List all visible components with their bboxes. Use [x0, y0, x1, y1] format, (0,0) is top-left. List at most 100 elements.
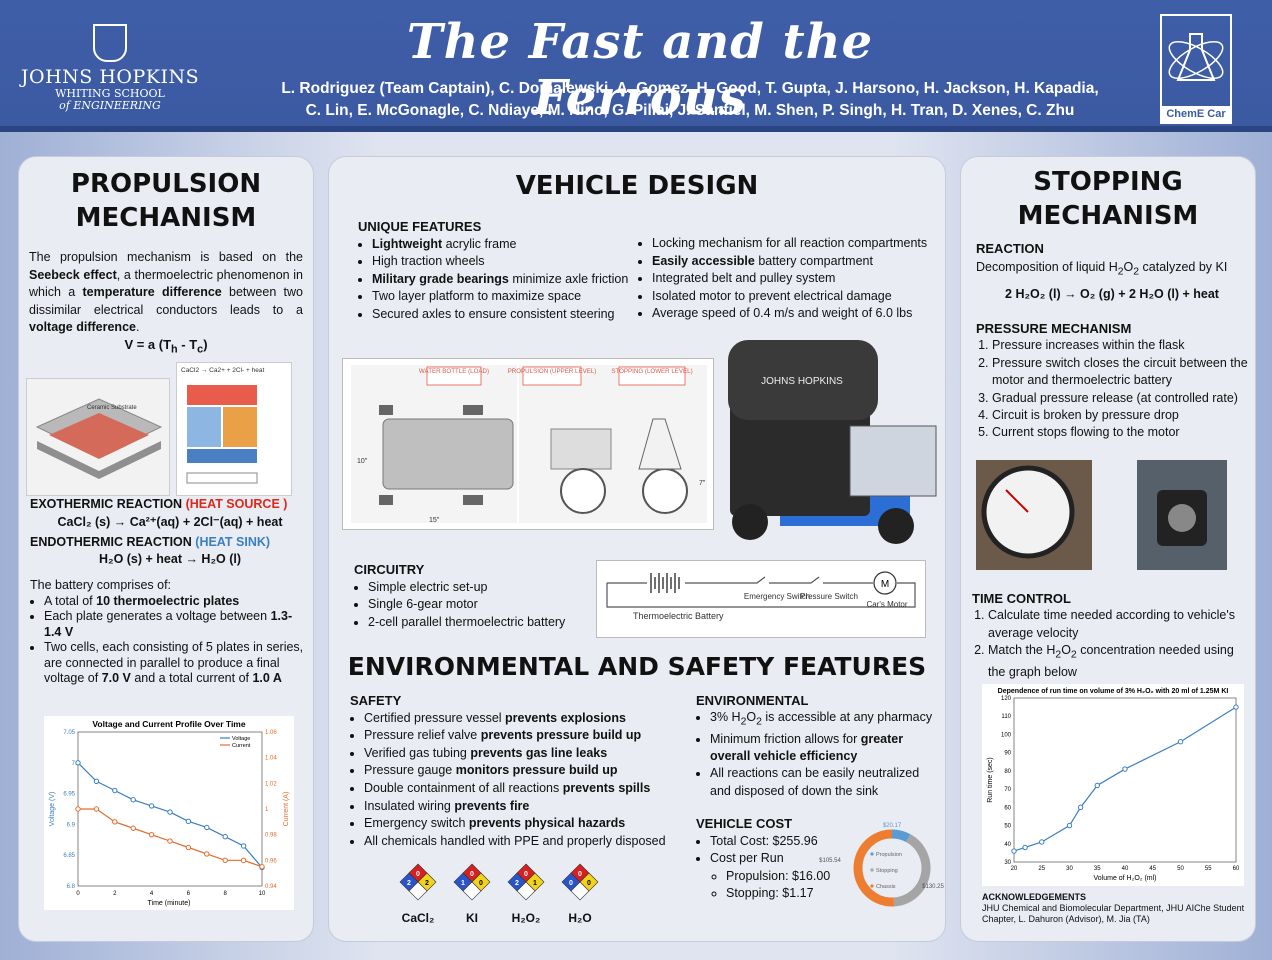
circuit-item: 2-cell parallel thermoelectric battery [368, 614, 594, 632]
y-tick-label: 50 [1004, 824, 1011, 830]
safety-list: Certified pressure vessel prevents explo… [350, 710, 690, 851]
battery-bold: 7.0 V [101, 671, 131, 685]
ack-title: ACKNOWLEDGEMENTS [982, 892, 1086, 902]
exo-tag: (HEAT SOURCE ) [185, 497, 288, 511]
y-tick-label: 120 [1001, 696, 1012, 702]
safety-bold: prevents spills [562, 780, 651, 795]
intro-bold: Seebeck effect [29, 267, 117, 282]
runtime-chart-svg: Dependence of run time on volume of 3% H… [987, 688, 1240, 882]
y-tick-label: 7.05 [63, 730, 75, 736]
feature-text: minimize axle friction [508, 271, 629, 286]
feature-bold: Easily accessible [652, 253, 755, 268]
data-point [112, 787, 118, 794]
chart-title: Voltage and Current Profile Over Time [92, 719, 245, 729]
data-point [1233, 704, 1239, 710]
battery-bold: 1.0 A [252, 671, 282, 685]
feature-item: Secured axles to ensure consistent steer… [372, 306, 638, 324]
circuitry-title: CIRCUITRY [354, 562, 425, 577]
label-motor: Car's Motor [866, 600, 907, 609]
jhu-logo: JOHNS HOPKINS WHITING SCHOOL of ENGINEER… [20, 24, 200, 114]
time-list: Calculate time needed according to vehic… [974, 607, 1250, 681]
safety-item: Pressure relief valve prevents pressure … [364, 727, 690, 745]
feature-item: Two layer platform to maximize space [372, 288, 638, 306]
endo-tag: (HEAT SINK) [195, 535, 271, 549]
y-axis-label: Run time (sec) [987, 757, 994, 803]
nfpa-diamond-1: 0 1 0 KI [452, 862, 492, 925]
hazard-quadrant [570, 881, 590, 901]
data-point [1122, 766, 1128, 772]
battery-list: A total of 10 thermoelectric plates Each… [30, 594, 306, 687]
legend-swatch [870, 884, 874, 888]
env-text: is accessible at any pharmacy [761, 710, 933, 725]
hazard-rating: 0 [578, 871, 582, 878]
seebeck-formula: V = a (Th - Tc) [19, 337, 313, 356]
pressure-gauge-photo [976, 460, 1092, 570]
y-tick-label: 6.8 [67, 884, 76, 890]
exo-title-text: EXOTHERMIC REACTION [30, 497, 186, 511]
feature-bold: Military grade bearings [372, 271, 509, 286]
chemecar-label: ChemE Car [1162, 106, 1230, 122]
safety-bold: prevents gas line leaks [470, 745, 608, 760]
data-point [75, 806, 81, 812]
feature-item: Military grade bearings minimize axle fr… [372, 271, 638, 289]
time-item: Match the H2O2 concentration needed usin… [988, 642, 1250, 681]
y2-tick-label: 1 [265, 807, 269, 813]
vehicle-panel: VEHICLE DESIGN [328, 156, 946, 942]
environmental-block: ENVIRONMENTAL 3% H2O2 is accessible at a… [696, 692, 936, 800]
safety-item: Insulated wiring prevents fire [364, 798, 690, 816]
env-sub: 2 [740, 716, 747, 728]
feature-item: Integrated belt and pulley system [652, 270, 940, 288]
data-point [1066, 822, 1073, 829]
y-tick-label: 60 [1004, 805, 1011, 811]
reaction-title: REACTION [976, 241, 1044, 256]
plate-drawing: Ceramic Substrate [35, 398, 163, 479]
header-banner [0, 0, 1272, 132]
feature-item: Easily accessible battery compartment [652, 253, 940, 271]
car-photo: JOHNS HOPKINS [720, 336, 942, 548]
hazard-diamond-icon: 02 1 [507, 863, 545, 901]
reaction-block: REACTION Decomposition of liquid H2O2 ca… [976, 240, 1248, 303]
gauge-icon [981, 465, 1075, 559]
reaction-equation: 2 H₂O₂ (l) → O₂ (g) + 2 H₂O (l) + heat [1005, 286, 1219, 301]
poster-title: The Fast and the Ferrous [406, 14, 874, 126]
data-point [148, 803, 155, 809]
endo-equation: H₂O (s) + heat → H₂O (l) [98, 552, 242, 566]
data-point [204, 824, 210, 831]
nfpa-label: H₂O [568, 911, 592, 925]
y-tick-label: 90 [1004, 751, 1011, 757]
battery-text: Each plate generates a voltage between [44, 609, 271, 623]
env-text: 3% H [710, 710, 741, 725]
endo-title: ENDOTHERMIC REACTION (HEAT SINK) [30, 535, 310, 549]
ack-text: JHU Chemical and Biomolecular Department… [982, 903, 1245, 924]
dimension-height: 10" [357, 458, 368, 465]
voltage-chart: Voltage and Current Profile Over Time 0 2 4… [44, 716, 294, 910]
x-tick-label: 10 [259, 891, 266, 897]
cost-item: Cost per Run Propulsion: $16.00 Stopping… [710, 850, 846, 903]
data-point [75, 760, 81, 766]
battery-intro: The battery comprises of: [30, 578, 172, 592]
cost-item: Total Cost: $255.96 [710, 833, 846, 851]
hazard-diamond-icon: 01 0 [453, 863, 491, 901]
data-point [1011, 848, 1017, 854]
hazard-quadrant [516, 881, 536, 901]
safety-title: SAFETY [350, 693, 402, 708]
motor-icon [873, 571, 897, 595]
data-point [93, 778, 100, 784]
hazard-rating: 2 [515, 880, 519, 887]
exothermic-block: EXOTHERMIC REACTION (HEAT SOURCE ) CaCl₂… [30, 497, 310, 566]
acknowledgements: ACKNOWLEDGEMENTS JHU Chemical and Biomol… [982, 892, 1252, 925]
data-point [259, 864, 265, 870]
feature-item: Locking mechanism for all reaction compa… [652, 235, 940, 253]
chart-title: Dependence of run time on volume of 3% H… [998, 688, 1229, 695]
motor-symbol: M [881, 579, 889, 590]
hazard-rating: 0 [416, 871, 420, 878]
env-bold: greater overall vehicle efficiency [710, 731, 904, 764]
battery-text: and a total current of [130, 671, 253, 685]
intro-text: The propulsion mechanism is based on the [29, 250, 303, 264]
feature-text: acrylic frame [442, 236, 517, 251]
safety-item: All chemicals handled with PPE and prope… [364, 833, 690, 851]
hazard-rating: 0 [524, 871, 528, 878]
exo-equation: CaCl₂ (s) → Ca²⁺(aq) + 2Cl⁻(aq) + heat [57, 515, 283, 529]
formula-part: ) [203, 336, 208, 352]
plot-frame [77, 731, 263, 887]
